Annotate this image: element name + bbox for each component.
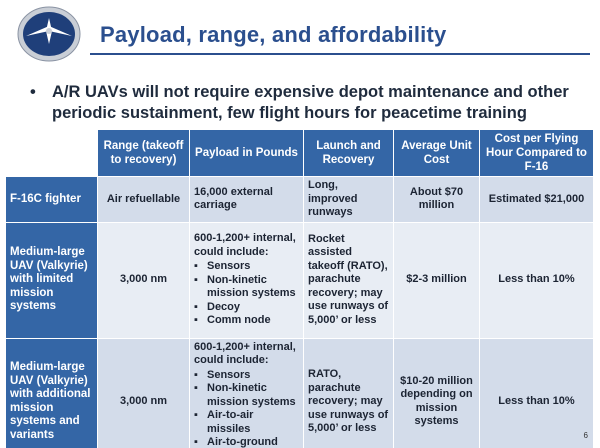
cell-launch: Rocket assisted takeoff (RATO), parachut… <box>303 221 394 339</box>
payload-item: Air-to-air missiles <box>194 409 299 436</box>
table-row: Medium-large UAV (Valkyrie) with limited… <box>5 221 594 339</box>
title-underline <box>90 53 590 55</box>
payload-item: Sensors <box>194 369 299 383</box>
payload-item: Air-to-ground weapons <box>194 436 299 448</box>
cell-unit-cost: $2-3 million <box>393 221 480 339</box>
cell-unit-cost: About $70 million <box>393 176 480 223</box>
row-label-f16: F-16C fighter <box>5 176 98 223</box>
cell-unit-cost: $10-20 million depending on mission syst… <box>393 337 480 448</box>
table-row: Medium-large UAV (Valkyrie) with additio… <box>5 337 594 448</box>
payload-item: Non-kinetic mission systems <box>194 382 299 409</box>
bullet-marker: • <box>30 83 36 101</box>
cell-cost-per-hour: Less than 10% <box>479 337 594 448</box>
mitchell-institute-logo <box>17 6 81 62</box>
cell-payload: 600-1,200+ internal, could include: Sens… <box>189 221 304 339</box>
page-number: 6 <box>583 431 588 440</box>
header-range: Range (takeoff to recovery) <box>97 129 190 177</box>
cell-range: 3,000 nm <box>97 337 190 448</box>
cell-payload: 16,000 external carriage <box>189 176 304 223</box>
payload-intro: 600-1,200+ internal, could include: <box>194 232 296 258</box>
payload-item: Decoy <box>194 301 299 315</box>
cell-cost-per-hour: Estimated $21,000 <box>479 176 594 223</box>
row-label-valkyrie-limited: Medium-large UAV (Valkyrie) with limited… <box>5 221 98 339</box>
header-payload: Payload in Pounds <box>189 129 304 177</box>
bullet-text: A/R UAVs will not require expensive depo… <box>52 83 569 122</box>
cell-launch: RATO, parachute recovery; may use runway… <box>303 337 394 448</box>
row-label-valkyrie-additional: Medium-large UAV (Valkyrie) with additio… <box>5 337 98 448</box>
payload-item: Comm node <box>194 314 299 328</box>
page-title: Payload, range, and affordability <box>100 22 447 47</box>
cell-range: Air refuellable <box>97 176 190 223</box>
payload-intro: 600-1,200+ internal, could include: <box>194 340 296 367</box>
header-cost-per-hour: Cost per Flying Hour Compared to F-16 <box>479 129 594 177</box>
payload-item: Non-kinetic mission systems <box>194 274 299 301</box>
cell-payload: 600-1,200+ internal, could include: Sens… <box>189 337 304 448</box>
cell-range: 3,000 nm <box>97 221 190 339</box>
table-row: F-16C fighter Air refuellable 16,000 ext… <box>5 176 594 223</box>
payload-item: Sensors <box>194 260 299 274</box>
cell-cost-per-hour: Less than 10% <box>479 221 594 339</box>
comparison-table: Range (takeoff to recovery) Payload in P… <box>5 129 594 448</box>
table-header-row: Range (takeoff to recovery) Payload in P… <box>5 129 594 177</box>
payload-intro: 16,000 external carriage <box>194 185 273 212</box>
header-unit-cost: Average Unit Cost <box>393 129 480 177</box>
header-launch-recovery: Launch and Recovery <box>303 129 394 177</box>
payload-list: Sensors Non-kinetic mission systems Air-… <box>194 369 299 448</box>
payload-list: Sensors Non-kinetic mission systems Deco… <box>194 260 299 328</box>
main-bullet: • A/R UAVs will not require expensive de… <box>30 82 585 124</box>
header-corner-cell <box>5 129 98 177</box>
cell-launch: Long, improved runways <box>303 176 394 223</box>
